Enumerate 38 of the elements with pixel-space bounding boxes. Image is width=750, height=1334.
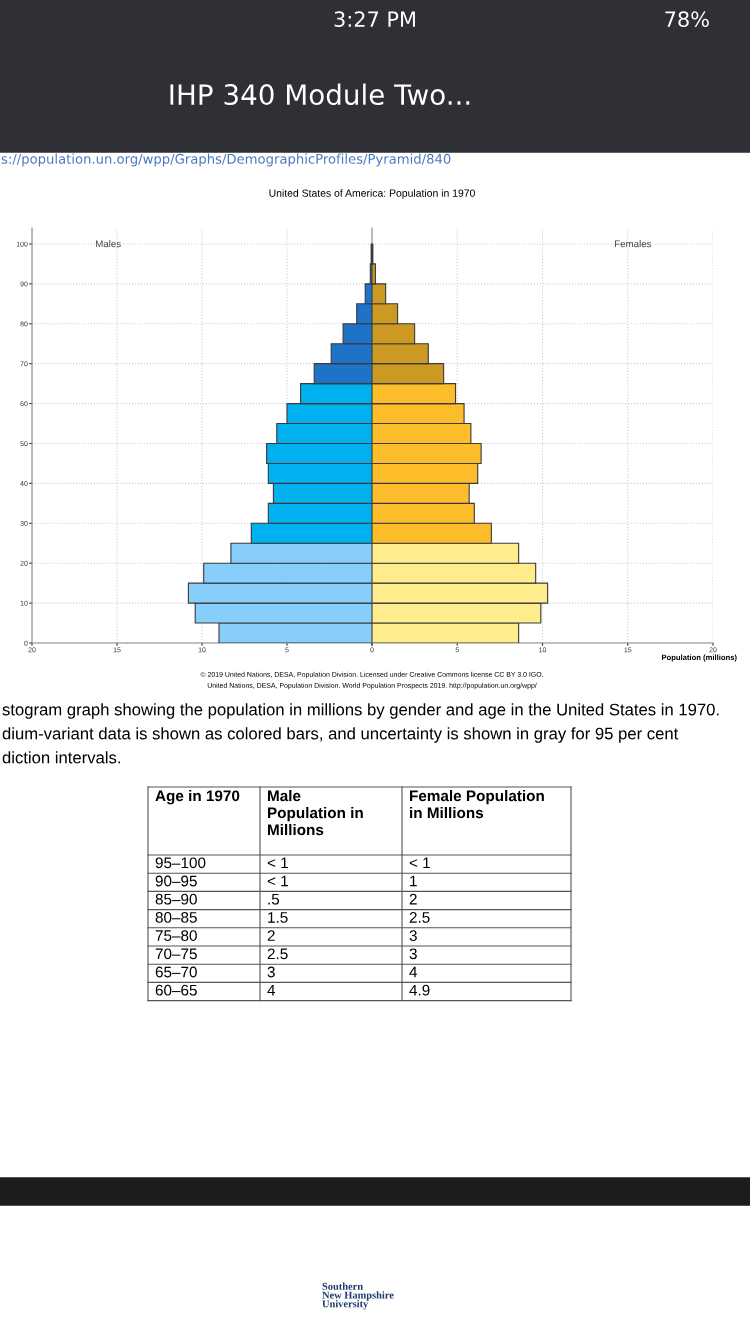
text: IHP 340 Module Two...: [170, 83, 470, 106]
category-label: 85–90: [155, 893, 197, 905]
category-label: 70–75: [155, 948, 197, 960]
text: 2.5: [409, 911, 430, 923]
text: 1.5: [268, 912, 288, 923]
chart-title: United States of America: Population in 1970: [269, 189, 475, 199]
text: 3: [409, 930, 417, 941]
text: Southern New Hampshire University: [322, 1282, 394, 1310]
text: 4: [409, 966, 418, 978]
text: 3:27 PM: [334, 11, 415, 28]
category-label: 80–85: [155, 911, 197, 923]
category-label: Age in 1970: [155, 790, 240, 805]
text: s://population.un.org/wpp/Graphs/DemographicProfiles/Pyramid/840: [1, 153, 451, 167]
text: 2: [409, 893, 417, 905]
category-label: 95–100: [155, 857, 206, 869]
category-label: Female Population in Millions: [410, 790, 544, 819]
text: 2: [267, 930, 275, 941]
text: diction intervals.: [2, 751, 120, 764]
text: 4: [267, 984, 276, 996]
text: 1: [410, 875, 417, 887]
text: Females: [615, 240, 652, 248]
text: < 1: [409, 857, 430, 869]
category-label: 75–80: [155, 930, 197, 941]
category-label: 65–70: [155, 966, 197, 978]
text: 3: [267, 966, 275, 978]
text: < 1: [267, 857, 288, 869]
category-label: 90–95: [155, 875, 197, 887]
text: 3: [409, 948, 417, 960]
text: 78%: [665, 11, 709, 28]
text: stogram graph showing the population in millions by gender and age in the United States in 1970.: [2, 703, 719, 719]
category-label: 60–65: [155, 984, 197, 996]
text: 2.5: [267, 948, 288, 960]
text: Males: [95, 240, 121, 248]
category-label: Male Population in Millions: [268, 790, 363, 836]
text: 4.9: [409, 984, 430, 996]
text: < 1: [267, 875, 288, 887]
text: .5: [268, 893, 280, 905]
text: dium-variant data is shown as colored bars, and uncertainty is shown in gray for 95 per cent: [2, 727, 679, 743]
